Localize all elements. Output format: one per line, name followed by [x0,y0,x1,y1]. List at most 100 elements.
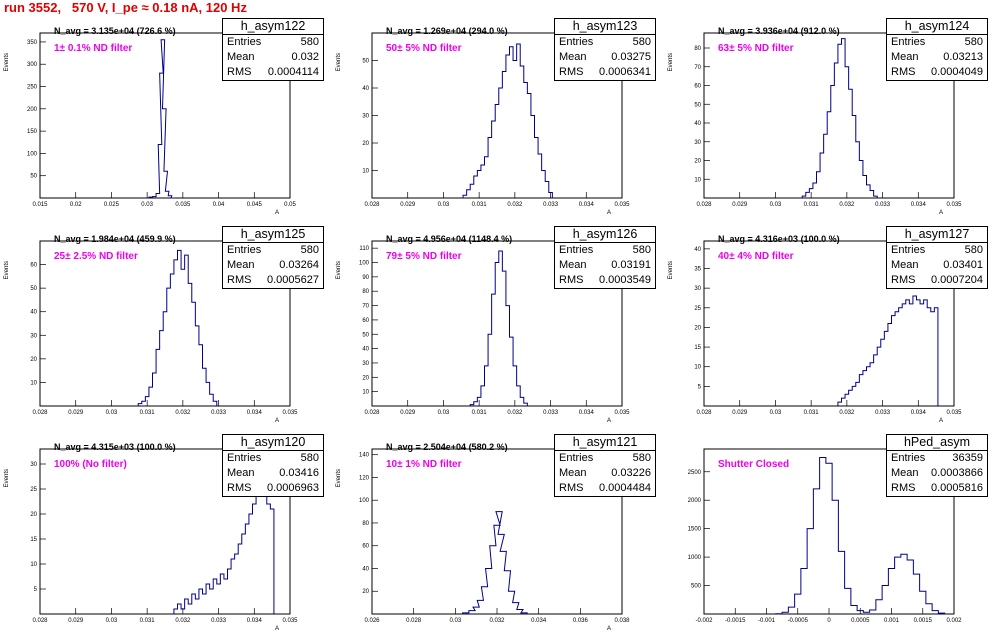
x-tick-label: 0.035 [614,410,630,416]
x-tick-label: 0.026 [364,618,380,624]
stats-value: 580 [632,244,651,256]
stats-key: RMS [559,66,584,78]
filter-note-label: 40± 4% ND filter [718,251,794,262]
x-tick-label: 0.028 [696,410,712,416]
filter-note-label: 63± 5% ND filter [718,43,794,54]
histogram-panel-h_asym121: 20 40 60 80 100 120 140 0.026 0.028 0.03 0.032 0.03… [332,431,664,638]
x-tick-label: 0.0005 [851,618,870,624]
stats-row-mean: Mean 0.03226 [555,466,655,481]
stats-row-rms: RMS 0.0004114 [223,65,323,80]
x-tick-label: 0.034 [911,410,927,416]
x-tick-label: 0.035 [614,202,630,208]
x-tick-label: 0.031 [472,202,488,208]
y-tick-label: 50 [362,59,369,65]
y-tick-label: 150 [27,129,38,135]
y-tick-label: 50 [30,174,37,180]
stats-value: 580 [964,244,983,256]
x-tick-label: 0.03 [449,618,461,624]
stats-row-entries: Entries 580 [887,243,987,258]
y-tick-label: 40 [362,86,369,92]
stats-value: 580 [300,36,319,48]
y-axis-label: Events [4,53,10,71]
filter-note-label: 25± 2.5% ND filter [54,251,138,262]
stats-key: Entries [559,452,594,464]
y-axis-label: Events [668,53,674,71]
plot-frame [703,240,955,407]
x-tick-label: 0.031 [472,410,488,416]
y-tick-label: 70 [694,65,701,71]
y-tick-label: 250 [27,85,38,91]
y-tick-label: 60 [362,318,369,324]
x-tick-label: 0.031 [140,410,156,416]
stats-value: 0.0003866 [931,467,983,479]
x-axis-label: A [607,626,611,632]
filter-note-label: 10± 1% ND filter [386,459,462,470]
histogram-line-h_asym126 [469,250,528,406]
stats-key: RMS [891,66,916,78]
stats-value: 0.0004049 [931,66,983,78]
y-tick-label: 500 [691,584,702,590]
x-tick-label: 0.02 [70,202,82,208]
stats-box: h_asym121 Entries 580 Mean 0.03226 RMS 0.00044… [554,434,656,497]
n-avg-label: N_avg = 4.316e+03 (100.0 %) [718,234,840,244]
stats-key: RMS [559,482,584,494]
stats-key: Entries [559,36,594,48]
histogram-plot: 5 10 15 20 25 30 0.028 0.029 0.03 0.031 0.032 0.033… [4,448,298,632]
x-tick-label: 0.035 [282,410,298,416]
histogram-name: h_asym120 [223,435,323,451]
x-tick-label: 0.028 [696,202,712,208]
filter-note-label: 50± 5% ND filter [386,43,462,54]
stats-value: 0.0005816 [931,482,983,494]
x-tick-label: 0.032 [839,410,855,416]
stats-box: h_asym127 Entries 580 Mean 0.03401 RMS 0.00072… [886,226,988,289]
histogram-plot: 10 20 30 40 50 60 70 80 90 100 110 0.028 0.029 0.03 0.… [336,240,630,424]
stats-row-mean: Mean 0.03416 [223,466,323,481]
y-tick-label: 80 [362,289,369,295]
y-tick-label: 20 [362,141,369,147]
stats-value: 0.0006963 [267,482,319,494]
x-tick-label: 0.03 [438,410,450,416]
histogram-plot: 5 10 15 20 25 30 35 40 0.028 0.029 0.03 0.031 0.032 0… [668,240,962,424]
histogram-panel-h_asym123: 10 20 30 40 50 0.028 0.029 0.03 0.031 0.032 0.033 0… [332,15,664,222]
x-tick-label: 0.034 [247,410,263,416]
x-tick-label: 0.03 [106,618,118,624]
x-tick-label: 0.032 [175,410,191,416]
histogram-plot: 500 1000 1500 2000 2500 -0.002 -0.0015 -0.001 -0… [688,448,962,624]
stats-box: h_asym120 Entries 580 Mean 0.03416 RMS 0.00069… [222,434,324,497]
x-tick-label: 0.029 [732,202,748,208]
x-tick-label: -0.002 [695,618,713,624]
stats-row-entries: Entries 580 [887,35,987,50]
x-tick-label: 0.03 [438,202,450,208]
x-tick-label: 0.045 [247,202,263,208]
stats-box: h_asym126 Entries 580 Mean 0.03191 RMS 0.00035… [554,226,656,289]
y-tick-label: 80 [694,46,701,52]
stats-key: RMS [227,482,252,494]
stats-value: 0.03416 [279,467,319,479]
stats-key: Mean [227,51,255,63]
y-tick-label: 20 [30,512,37,518]
y-tick-label: 30 [362,361,369,367]
y-tick-label: 2500 [688,470,702,476]
y-tick-label: 20 [694,159,701,165]
x-tick-label: 0.03 [770,410,782,416]
stats-key: Mean [891,259,919,271]
stats-value: 0.0007204 [931,274,983,286]
y-tick-label: 40 [362,347,369,353]
filter-note-label: 100% (No filter) [54,459,127,470]
x-tick-label: 0.032 [507,202,523,208]
y-tick-label: 50 [362,332,369,338]
histogram-line-h_asym127 [837,295,939,406]
histogram-name: h_asym127 [887,227,987,243]
x-tick-label: 0.028 [32,618,48,624]
stats-box: h_asym123 Entries 580 Mean 0.03275 RMS 0.00063… [554,18,656,81]
n-avg-label: N_avg = 1.984e+04 (459.9 %) [54,234,176,244]
x-tick-label: 0.032 [175,618,191,624]
stats-row-rms: RMS 0.0004049 [887,65,987,80]
plot-frame [39,448,291,615]
x-axis-label: A [939,210,943,216]
stats-value: 0.03401 [943,259,983,271]
x-tick-label: 0.0015 [914,618,933,624]
stats-key: Entries [227,36,262,48]
y-tick-label: 30 [694,140,701,146]
stats-value: 0.0006341 [599,66,651,78]
